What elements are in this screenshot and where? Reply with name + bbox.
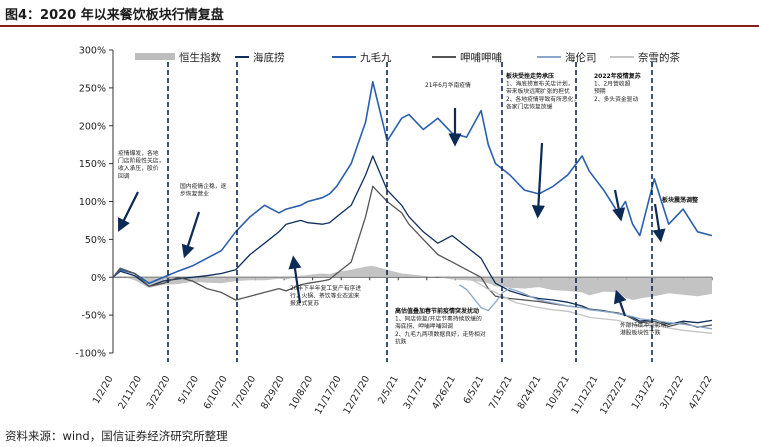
x-tick-label: 1/31/22 xyxy=(630,374,658,411)
annotation-6-line-2: 预期 xyxy=(594,87,606,95)
annotation-6-line-1: 1、2月营收超 xyxy=(594,80,631,88)
x-tick-label: 3/22/20 xyxy=(145,374,173,411)
annotation-arrow-7 xyxy=(613,289,627,317)
x-tick-label: 11/17/20 xyxy=(313,374,344,416)
y-tick-label: 0% xyxy=(91,273,106,284)
annotation-4-line-4: 抗跌 xyxy=(395,337,407,345)
annotation-arrow-4 xyxy=(531,142,545,219)
series-layer xyxy=(112,81,713,334)
series-2-line xyxy=(112,81,713,285)
y-tick-label: 100% xyxy=(79,197,106,208)
x-tick-label: 6/5/21 xyxy=(462,374,487,406)
annotation-0-line-2: 收入承压，股价 xyxy=(118,164,159,172)
y-tick-label: 300% xyxy=(79,46,106,57)
legend-label-3: 呷哺呷哺 xyxy=(460,51,502,64)
y-tick-label: -50% xyxy=(81,311,106,322)
annotation-2-line-0: 20年下半年复工复产有序进 xyxy=(290,284,361,292)
annotation-arrow-5 xyxy=(612,189,626,222)
x-tick-label: 10/8/20 xyxy=(287,374,315,411)
legend-label-0: 恒生指数 xyxy=(179,51,221,64)
y-tick-label: 150% xyxy=(79,159,106,170)
figure-title: 图4：2020 年以来餐饮板块行情复盘 xyxy=(5,8,224,23)
annotation-arrows xyxy=(118,108,666,317)
annotation-0-line-1: 门店阶段性关店， xyxy=(118,157,164,165)
annotation-4-line-2: 海底捞、呷哺呷哺回调 xyxy=(395,322,453,330)
legend-swatch-0 xyxy=(135,53,175,60)
annotation-1-line-1: 步恢复营业 xyxy=(180,190,209,198)
annotation-6-line-3: 2、多头资金驱动 xyxy=(594,95,638,103)
y-tick-label: 50% xyxy=(85,235,106,246)
x-tick-label: 4/21/22 xyxy=(687,374,715,411)
annotation-5-line-4: 各家门店恢复放缓 xyxy=(506,102,553,110)
annotation-5-line-1: 1、海底捞宣布关店计划， xyxy=(506,80,573,88)
series-5-line xyxy=(473,280,713,334)
x-tick-label: 12/22/21 xyxy=(598,374,629,416)
annotation-5-line-3: 2、各地疫情导致有所恶化， xyxy=(506,95,579,103)
x-tick-label: 1/2/20 xyxy=(91,374,116,406)
x-tick-label: 2/11/20 xyxy=(116,374,144,411)
annotation-0-line-0: 疫情爆发，各地 xyxy=(118,149,159,157)
annotation-5-line-2: 带来板块远期扩张的担忧 xyxy=(506,87,570,95)
series-4-line xyxy=(459,284,713,330)
annotation-2-line-2: 报复式复苏 xyxy=(290,299,319,307)
annotation-5-line-0: 板块受挫走势承压 xyxy=(506,72,554,80)
x-tick-label: 8/29/20 xyxy=(259,374,287,411)
legend-label-5: 奈雪的茶 xyxy=(638,51,680,64)
y-axis: 300% 250% 200% 150% 100% 50% 0% -50% -100% xyxy=(75,46,114,360)
series-1-line xyxy=(112,155,713,325)
annotation-1-line-0: 国内疫情企稳，逐 xyxy=(180,182,227,190)
x-tick-label: 3/17/21 xyxy=(402,374,430,411)
x-tick-label: 11/12/21 xyxy=(570,374,601,416)
annotation-arrow-2 xyxy=(288,255,302,304)
source-note: 资料来源：wind，国信证券经济研究所整理 xyxy=(5,429,228,443)
y-tick-label: 250% xyxy=(79,83,106,94)
y-tick-label: -100% xyxy=(75,349,106,360)
x-tick-label: 7/15/21 xyxy=(487,374,515,411)
annotation-8-line-0: 外部持续冲突影响， xyxy=(620,321,672,329)
legend-label-1: 海底捞 xyxy=(253,51,285,64)
annotation-4-line-3: 2、九毛九两项数据良好，走势相对 xyxy=(395,330,486,338)
legend-label-4: 海伦司 xyxy=(565,51,597,64)
annotation-arrow-0 xyxy=(118,191,139,232)
title-rule xyxy=(0,25,759,27)
annotation-2-line-1: 行，火锅、茶饮等业态迎来 xyxy=(290,292,360,300)
annotation-4-line-1: 1、同店恢复/开店节奏持续放缓的 xyxy=(395,315,482,323)
y-tick-label: 200% xyxy=(79,121,106,132)
x-tick-label: 10/3/21 xyxy=(544,374,572,411)
event-divider-lines xyxy=(167,62,653,362)
x-tick-label: 7/20/20 xyxy=(230,374,258,411)
annotation-arrow-1 xyxy=(181,211,201,259)
annotation-6-line-0: 2022年疫情复苏 xyxy=(594,72,641,80)
annotation-arrow-6 xyxy=(652,203,666,243)
annotation-4-line-0: 高估值叠加春节前疫情突发扰动 xyxy=(395,307,479,315)
series-3-line xyxy=(112,185,713,328)
x-tick-label: 8/24/21 xyxy=(516,374,544,411)
x-tick-label: 4/26/21 xyxy=(430,374,458,411)
legend-label-2: 九毛九 xyxy=(360,52,392,64)
legend: 恒生指数 海底捞 九毛九 呷哺呷哺 海伦司 奈雪的茶 xyxy=(135,51,680,64)
x-tick-label: 2/5/21 xyxy=(376,374,401,406)
annotation-3-line-0: 21年6月华南疫情 xyxy=(425,81,471,89)
x-tick-label: 5/1/20 xyxy=(176,374,201,406)
x-tick-label: 12/27/20 xyxy=(341,374,372,416)
series-0-area xyxy=(113,265,712,300)
x-tick-label: 3/12/22 xyxy=(658,374,686,411)
annotation-8-line-1: 港股板块性下跌 xyxy=(620,329,661,337)
x-tick-label: 6/10/20 xyxy=(202,374,230,411)
x-axis: 1/2/20 2/11/20 3/22/20 5/1/20 6/10/20 7/20/20… xyxy=(91,276,715,416)
annotation-0-line-3: 回调 xyxy=(118,172,130,180)
annotation-7-line-0: 板块震荡调整 xyxy=(662,196,699,204)
